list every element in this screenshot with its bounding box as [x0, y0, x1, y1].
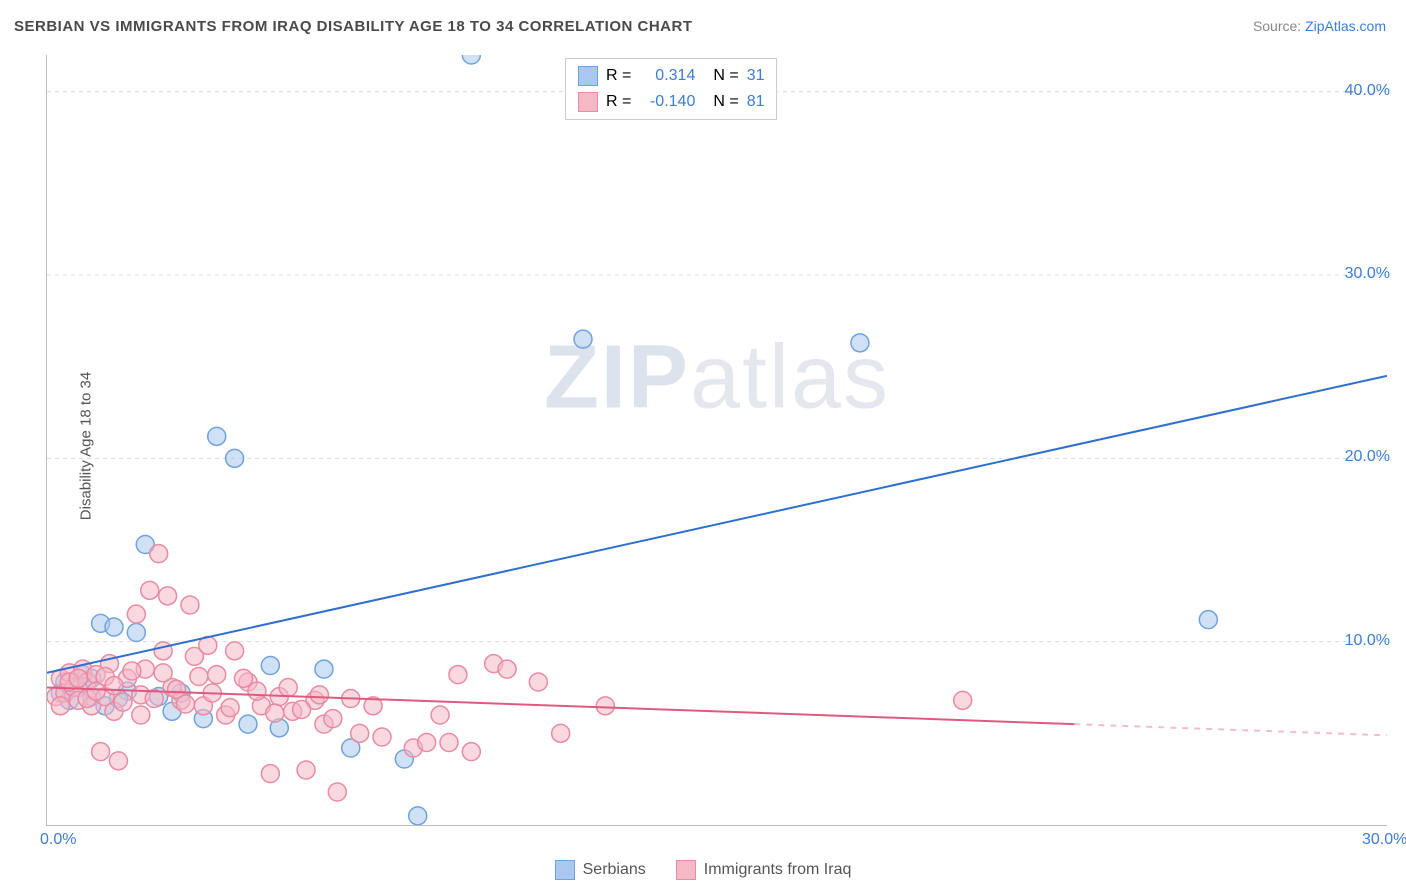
x-tick-label: 0.0% [40, 831, 76, 849]
n-value: 81 [747, 93, 765, 111]
r-label: R = [606, 67, 631, 85]
legend-item-iraq: Immigrants from Iraq [676, 860, 852, 880]
scatter-plot-svg [47, 55, 1387, 825]
series-legend: Serbians Immigrants from Iraq [0, 860, 1406, 880]
r-value: -0.140 [639, 93, 695, 111]
swatch-iraq [676, 860, 696, 880]
chart-plot-area: ZIPatlas [46, 55, 1387, 826]
x-tick-label: 30.0% [1362, 831, 1406, 849]
r-value: 0.314 [639, 67, 695, 85]
source-label: Source: [1253, 18, 1305, 34]
y-tick-label: 30.0% [1345, 265, 1390, 283]
n-label: N = [713, 67, 738, 85]
legend-label: Immigrants from Iraq [704, 861, 852, 879]
legend-item-serbians: Serbians [555, 860, 646, 880]
swatch-serbians [578, 66, 598, 86]
correlation-legend: R = 0.314 N = 31 R = -0.140 N = 81 [565, 58, 777, 120]
legend-row-iraq: R = -0.140 N = 81 [578, 89, 764, 115]
swatch-iraq [578, 92, 598, 112]
legend-row-serbians: R = 0.314 N = 31 [578, 63, 764, 89]
legend-label: Serbians [583, 861, 646, 879]
n-value: 31 [747, 67, 765, 85]
r-label: R = [606, 93, 631, 111]
source-link[interactable]: ZipAtlas.com [1305, 18, 1386, 34]
y-tick-label: 10.0% [1345, 632, 1390, 650]
source-attribution: Source: ZipAtlas.com [1253, 18, 1386, 34]
y-tick-label: 20.0% [1345, 448, 1390, 466]
n-label: N = [713, 93, 738, 111]
swatch-serbians [555, 860, 575, 880]
chart-title: SERBIAN VS IMMIGRANTS FROM IRAQ DISABILI… [14, 18, 693, 35]
y-tick-label: 40.0% [1345, 82, 1390, 100]
